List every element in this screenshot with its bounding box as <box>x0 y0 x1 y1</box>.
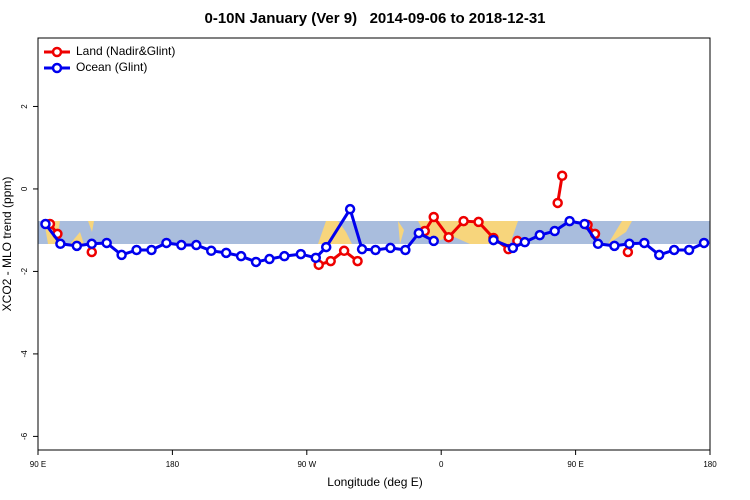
data-point <box>71 240 83 252</box>
data-point <box>385 242 396 254</box>
data-point <box>250 256 262 268</box>
x-tick-label: 90 W <box>297 460 316 469</box>
data-point <box>653 249 665 261</box>
data-point <box>101 237 112 249</box>
data-point <box>55 238 66 250</box>
x-tick-label: 180 <box>703 460 717 469</box>
data-point <box>131 244 142 256</box>
data-point <box>473 216 484 228</box>
data-point <box>176 239 187 251</box>
data-point <box>624 238 635 250</box>
data-point <box>86 246 98 258</box>
data-point <box>310 252 322 264</box>
data-point <box>40 218 51 230</box>
data-point <box>428 235 439 247</box>
data-point <box>325 255 336 267</box>
data-point <box>579 218 590 230</box>
data-point <box>191 239 202 251</box>
data-point <box>370 244 381 256</box>
x-tick-label: 0 <box>439 460 444 469</box>
data-point <box>161 237 172 249</box>
data-point <box>549 225 560 237</box>
data-point <box>552 197 563 209</box>
data-point <box>320 241 332 253</box>
data-point <box>356 243 368 255</box>
data-point <box>338 245 350 257</box>
x-tick-label: 90 E <box>30 460 46 469</box>
x-axis-label: Longitude (deg E) <box>327 475 422 489</box>
y-tick-label: 2 <box>20 104 29 109</box>
legend-label: Ocean (Glint) <box>76 60 147 74</box>
data-point <box>519 236 531 248</box>
data-point <box>564 215 575 227</box>
x-tick-label: 90 E <box>567 460 583 469</box>
data-point <box>428 211 439 223</box>
data-point <box>458 215 469 227</box>
chart-title: 0-10N January (Ver 9) 2014-09-06 to 2018… <box>204 10 545 27</box>
x-tick-label: 180 <box>166 460 180 469</box>
legend-marker <box>51 46 63 58</box>
data-point <box>295 248 307 260</box>
y-axis-label: XCO2 - MLO trend (ppm) <box>0 177 14 312</box>
y-tick-label: -2 <box>20 267 29 275</box>
y-tick-label: 0 <box>20 186 29 191</box>
data-point <box>488 234 499 246</box>
y-tick-label: -6 <box>20 432 29 440</box>
data-point <box>400 244 411 256</box>
data-point <box>556 170 568 181</box>
data-point <box>352 255 363 267</box>
data-point <box>264 253 275 265</box>
plot-frame <box>37 37 711 451</box>
y-tick-label: -4 <box>20 350 29 358</box>
legend-label: Land (Nadir&Glint) <box>76 44 175 58</box>
data-point <box>639 237 650 249</box>
data-point <box>609 240 620 252</box>
ocean-band <box>38 221 710 244</box>
data-point <box>443 231 454 243</box>
data-point <box>622 246 634 258</box>
data-point <box>344 203 356 215</box>
data-point <box>220 247 232 259</box>
data-point <box>235 250 247 262</box>
data-point <box>86 238 98 250</box>
data-point <box>592 238 604 250</box>
data-point <box>205 245 217 257</box>
data-point <box>116 249 127 261</box>
legend-marker <box>51 62 63 74</box>
data-point <box>507 242 519 254</box>
data-point <box>279 250 290 262</box>
data-point <box>683 244 695 256</box>
data-point <box>146 244 157 256</box>
data-point <box>698 237 710 249</box>
data-point <box>534 229 546 241</box>
data-point <box>668 244 680 256</box>
data-point <box>413 227 425 239</box>
